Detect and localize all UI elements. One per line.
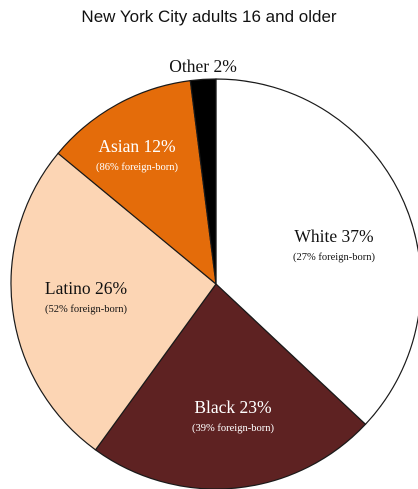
- pie-slice-white: [215, 78, 418, 426]
- slice-label-other: Other 2%: [169, 56, 237, 76]
- slice-label-black: Black 23%: [194, 397, 271, 417]
- pie-slices: [10, 78, 418, 489]
- pie-labels: White 37% (27% foreign-born) Black 23% (39%…: [45, 56, 376, 434]
- chart-title: New York City adults 16 and older: [81, 7, 337, 26]
- slice-note-asian: (86% foreign-born): [96, 162, 178, 173]
- slice-label-white: White 37%: [294, 226, 373, 246]
- slice-label-latino: Latino 26%: [45, 278, 127, 298]
- slice-note-black: (39% foreign-born): [192, 423, 274, 434]
- slice-note-latino: (52% foreign-born): [45, 304, 127, 315]
- pie-slice-asian: [57, 79, 217, 286]
- slice-label-asian: Asian 12%: [98, 136, 175, 156]
- slice-note-white: (27% foreign-born): [293, 252, 375, 263]
- pie-slice-other: [189, 78, 217, 285]
- pie-slice-black: [94, 283, 367, 489]
- pie-slice-latino: [10, 152, 217, 451]
